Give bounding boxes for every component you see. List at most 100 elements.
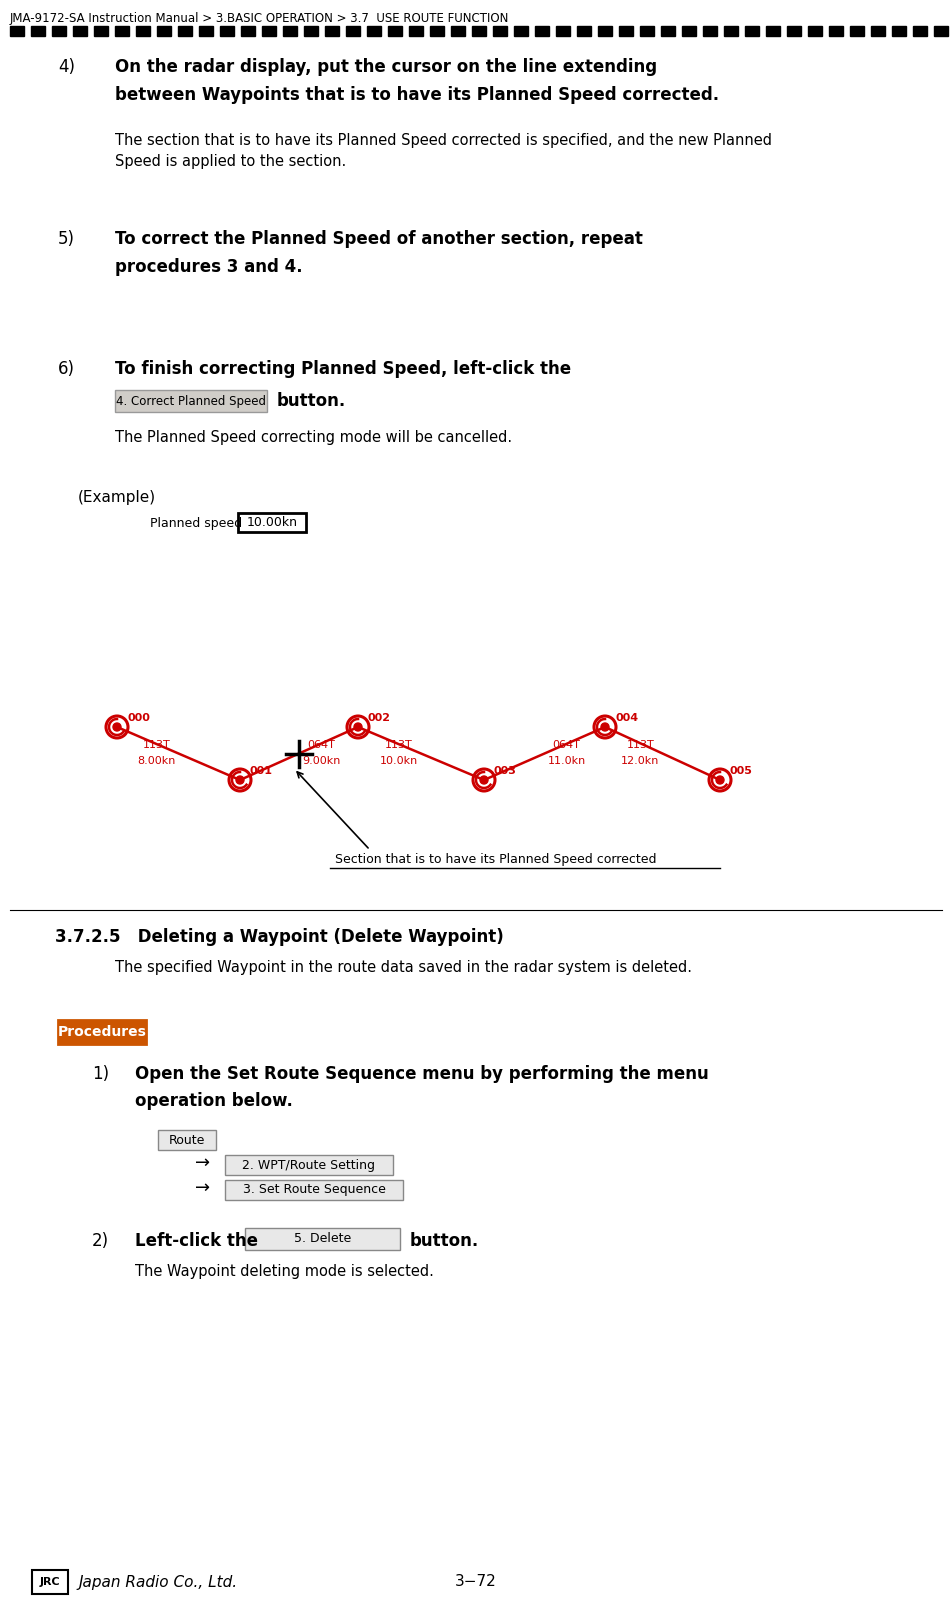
Text: 113T: 113T — [386, 739, 413, 750]
Text: 113T: 113T — [143, 739, 170, 750]
Text: 113T: 113T — [626, 739, 654, 750]
Bar — [472, 26, 486, 36]
Bar — [283, 26, 297, 36]
Text: 000: 000 — [127, 713, 149, 723]
Bar — [745, 26, 759, 36]
Text: 2. WPT/Route Setting: 2. WPT/Route Setting — [243, 1158, 375, 1171]
Bar — [115, 26, 129, 36]
Bar — [409, 26, 423, 36]
FancyBboxPatch shape — [330, 850, 720, 868]
Text: Open the Set Route Sequence menu by performing the menu: Open the Set Route Sequence menu by perf… — [135, 1064, 708, 1084]
Text: 002: 002 — [368, 713, 391, 723]
Text: 11.0kn: 11.0kn — [547, 755, 585, 766]
Text: 6): 6) — [58, 360, 75, 377]
Text: 001: 001 — [250, 766, 273, 776]
Bar — [787, 26, 801, 36]
Circle shape — [716, 776, 724, 784]
FancyBboxPatch shape — [115, 390, 267, 411]
Bar — [325, 26, 339, 36]
Bar — [619, 26, 633, 36]
Bar — [766, 26, 780, 36]
Text: 3−72: 3−72 — [455, 1575, 497, 1589]
Text: The Waypoint deleting mode is selected.: The Waypoint deleting mode is selected. — [135, 1264, 434, 1280]
Text: button.: button. — [410, 1231, 479, 1251]
Bar — [73, 26, 87, 36]
Text: →: → — [195, 1153, 210, 1171]
Text: 003: 003 — [494, 766, 517, 776]
FancyBboxPatch shape — [32, 1570, 68, 1594]
Bar — [661, 26, 675, 36]
Text: 004: 004 — [615, 713, 638, 723]
Text: Section that is to have its Planned Speed corrected: Section that is to have its Planned Spee… — [335, 852, 657, 865]
Text: JRC: JRC — [40, 1576, 60, 1588]
FancyBboxPatch shape — [238, 514, 306, 531]
Bar — [892, 26, 906, 36]
Bar — [535, 26, 549, 36]
FancyBboxPatch shape — [225, 1179, 403, 1200]
Text: procedures 3 and 4.: procedures 3 and 4. — [115, 258, 303, 275]
Text: 10.00kn: 10.00kn — [247, 517, 297, 530]
Bar — [199, 26, 213, 36]
Text: Left-click the: Left-click the — [135, 1231, 258, 1251]
Bar — [430, 26, 444, 36]
Text: Route: Route — [169, 1134, 206, 1147]
Bar — [598, 26, 612, 36]
Text: The section that is to have its Planned Speed corrected is specified, and the ne: The section that is to have its Planned … — [115, 133, 772, 147]
Bar — [703, 26, 717, 36]
Bar — [388, 26, 402, 36]
Text: 10.0kn: 10.0kn — [380, 755, 418, 766]
Text: Planned speed: Planned speed — [150, 517, 242, 530]
Text: operation below.: operation below. — [135, 1092, 293, 1110]
Text: 2): 2) — [92, 1231, 109, 1251]
FancyBboxPatch shape — [245, 1228, 400, 1251]
Bar — [346, 26, 360, 36]
FancyBboxPatch shape — [225, 1155, 393, 1174]
Text: 4): 4) — [58, 58, 75, 76]
Text: 3. Set Route Sequence: 3. Set Route Sequence — [243, 1184, 386, 1197]
Text: Speed is applied to the section.: Speed is applied to the section. — [115, 154, 347, 168]
Text: 3.7.2.5   Deleting a Waypoint (Delete Waypoint): 3.7.2.5 Deleting a Waypoint (Delete Wayp… — [55, 928, 504, 946]
Bar — [304, 26, 318, 36]
Text: 8.00kn: 8.00kn — [137, 755, 176, 766]
Bar — [577, 26, 591, 36]
Circle shape — [354, 723, 362, 731]
Text: The Planned Speed correcting mode will be cancelled.: The Planned Speed correcting mode will b… — [115, 429, 512, 446]
Text: between Waypoints that is to have its Planned Speed corrected.: between Waypoints that is to have its Pl… — [115, 86, 719, 104]
Circle shape — [113, 723, 121, 731]
Bar — [157, 26, 171, 36]
Text: Japan Radio Co., Ltd.: Japan Radio Co., Ltd. — [78, 1575, 237, 1589]
Bar — [241, 26, 255, 36]
Text: 5. Delete: 5. Delete — [294, 1233, 351, 1246]
Bar — [514, 26, 528, 36]
Text: (Example): (Example) — [78, 489, 156, 505]
Bar — [367, 26, 381, 36]
Bar — [934, 26, 948, 36]
Circle shape — [601, 723, 609, 731]
Bar — [10, 26, 24, 36]
Text: JMA-9172-SA Instruction Manual > 3.BASIC OPERATION > 3.7  USE ROUTE FUNCTION: JMA-9172-SA Instruction Manual > 3.BASIC… — [10, 11, 509, 24]
Text: 1): 1) — [92, 1064, 109, 1084]
Bar — [682, 26, 696, 36]
Bar — [451, 26, 465, 36]
Bar — [640, 26, 654, 36]
Text: 12.0kn: 12.0kn — [622, 755, 660, 766]
Circle shape — [236, 776, 244, 784]
Bar — [220, 26, 234, 36]
Text: button.: button. — [277, 392, 347, 410]
Text: To correct the Planned Speed of another section, repeat: To correct the Planned Speed of another … — [115, 230, 643, 248]
Bar — [724, 26, 738, 36]
Circle shape — [480, 776, 488, 784]
Text: 064T: 064T — [552, 739, 581, 750]
Text: 5): 5) — [58, 230, 75, 248]
Text: Procedures: Procedures — [57, 1025, 147, 1038]
Text: 005: 005 — [730, 766, 753, 776]
Bar — [493, 26, 507, 36]
Bar — [913, 26, 927, 36]
Text: On the radar display, put the cursor on the line extending: On the radar display, put the cursor on … — [115, 58, 657, 76]
Text: →: → — [195, 1179, 210, 1197]
Bar — [850, 26, 864, 36]
Text: The specified Waypoint in the route data saved in the radar system is deleted.: The specified Waypoint in the route data… — [115, 961, 692, 975]
Text: 064T: 064T — [307, 739, 335, 750]
Bar — [31, 26, 45, 36]
Text: To finish correcting Planned Speed, left-click the: To finish correcting Planned Speed, left… — [115, 360, 571, 377]
